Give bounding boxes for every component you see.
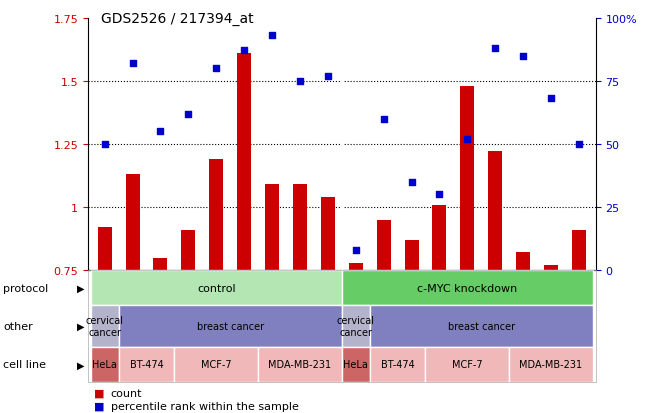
Point — [183, 111, 193, 118]
Text: BT-474: BT-474 — [381, 359, 415, 370]
Text: HeLa: HeLa — [92, 359, 117, 370]
Bar — [265, 185, 279, 413]
Bar — [572, 230, 586, 413]
Bar — [516, 253, 530, 413]
Bar — [544, 266, 558, 413]
Text: protocol: protocol — [3, 283, 49, 293]
Bar — [237, 54, 251, 413]
Point — [518, 53, 529, 59]
Text: cervical
cancer: cervical cancer — [86, 316, 124, 337]
Point — [323, 73, 333, 80]
Point — [128, 61, 138, 67]
Bar — [209, 160, 223, 413]
Text: MDA-MB-231: MDA-MB-231 — [268, 359, 331, 370]
Bar — [98, 228, 111, 413]
Point — [574, 141, 584, 148]
Text: control: control — [197, 283, 236, 293]
Text: ▶: ▶ — [77, 321, 85, 331]
Point — [155, 129, 165, 135]
Point — [295, 78, 305, 85]
Text: c-MYC knockdown: c-MYC knockdown — [417, 283, 518, 293]
Bar — [377, 220, 391, 413]
Text: breast cancer: breast cancer — [197, 321, 264, 331]
Text: percentile rank within the sample: percentile rank within the sample — [111, 401, 299, 411]
Bar — [126, 175, 139, 413]
Text: MCF-7: MCF-7 — [201, 359, 232, 370]
Point — [462, 136, 473, 143]
Text: BT-474: BT-474 — [130, 359, 163, 370]
Text: GDS2526 / 217394_at: GDS2526 / 217394_at — [101, 12, 253, 26]
Bar — [321, 197, 335, 413]
Point — [406, 179, 417, 185]
Bar — [154, 258, 167, 413]
Point — [434, 192, 445, 198]
Point — [546, 96, 556, 102]
Text: ▶: ▶ — [77, 359, 85, 370]
Bar — [182, 230, 195, 413]
Text: cervical
cancer: cervical cancer — [337, 316, 375, 337]
Bar — [349, 263, 363, 413]
Point — [211, 66, 221, 72]
Text: ■: ■ — [94, 388, 105, 398]
Text: count: count — [111, 388, 142, 398]
Text: other: other — [3, 321, 33, 331]
Bar — [460, 87, 475, 413]
Text: HeLa: HeLa — [343, 359, 368, 370]
Point — [239, 48, 249, 55]
Text: cell line: cell line — [3, 359, 46, 370]
Bar — [488, 152, 502, 413]
Point — [490, 45, 501, 52]
Point — [350, 247, 361, 254]
Bar — [432, 205, 447, 413]
Bar — [293, 185, 307, 413]
Point — [378, 116, 389, 123]
Text: MDA-MB-231: MDA-MB-231 — [519, 359, 583, 370]
Point — [100, 141, 110, 148]
Text: MCF-7: MCF-7 — [452, 359, 482, 370]
Text: ■: ■ — [94, 401, 105, 411]
Text: ▶: ▶ — [77, 283, 85, 293]
Text: breast cancer: breast cancer — [448, 321, 515, 331]
Point — [267, 33, 277, 40]
Bar — [404, 240, 419, 413]
